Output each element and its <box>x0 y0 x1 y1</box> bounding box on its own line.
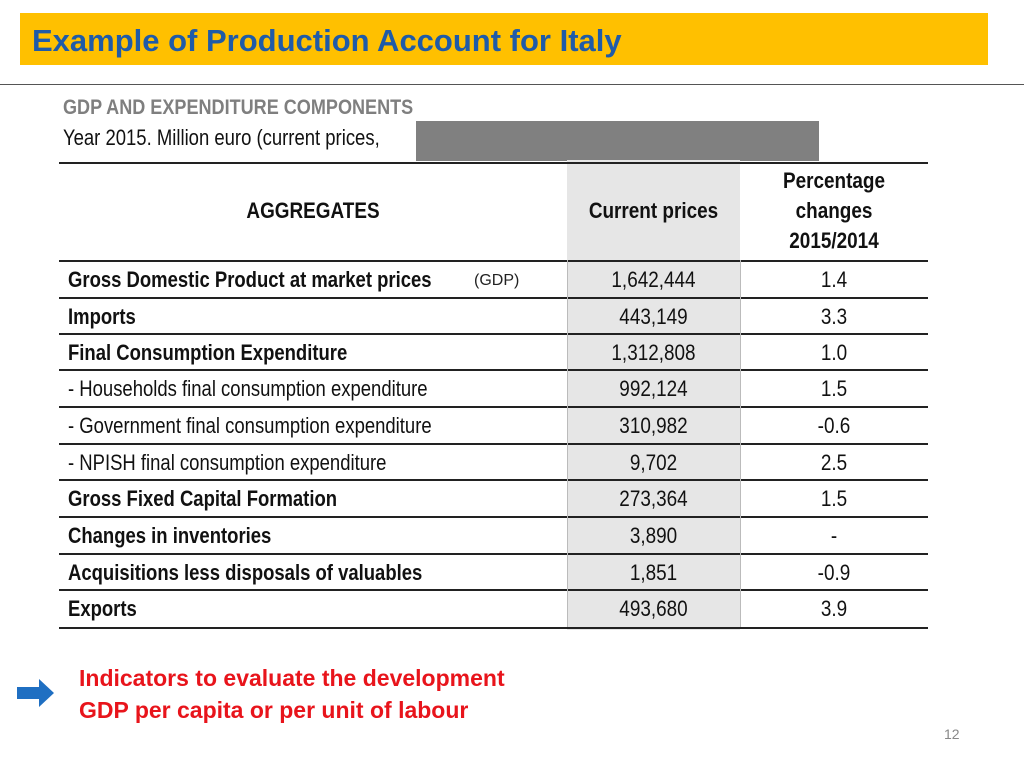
row-change: 3.3 <box>820 304 848 329</box>
row-change: 3.9 <box>820 596 848 621</box>
table-top-border <box>59 162 928 164</box>
row-label: Acquisitions less disposals of valuables <box>68 560 423 585</box>
page-number: 12 <box>944 726 960 742</box>
row-label: Final Consumption Expenditure <box>68 340 348 365</box>
table-row: - Households final consumption expenditu… <box>59 369 928 405</box>
row-change: 1.0 <box>820 340 848 365</box>
table-row: Changes in inventories 3,890 - <box>59 516 928 552</box>
table-row: Imports 443,149 3.3 <box>59 297 928 333</box>
row-change: - <box>830 523 838 548</box>
row-change: 1.4 <box>820 267 848 292</box>
row-label: - Government final consumption expenditu… <box>68 413 432 438</box>
table-row: Exports 493,680 3.9 <box>59 589 928 625</box>
header-current-prices: Current prices <box>588 198 719 223</box>
row-label: Exports <box>68 596 137 621</box>
table-row: Gross Domestic Product at market prices … <box>59 260 928 296</box>
current-prices-column-shade <box>567 160 740 630</box>
table-row: Gross Fixed Capital Formation 273,364 1.… <box>59 479 928 515</box>
row-change: 1.5 <box>820 376 848 401</box>
row-value: 273,364 <box>619 486 688 511</box>
gdp-abbreviation-note: (GDP) <box>474 272 520 289</box>
header-pct-line3: 2015/2014 <box>789 228 879 253</box>
table-row: - NPISH final consumption expenditure 9,… <box>59 443 928 479</box>
row-change: -0.9 <box>817 560 851 585</box>
right-arrow-icon <box>17 679 54 707</box>
table-row: - Government final consumption expenditu… <box>59 406 928 442</box>
divider-line <box>0 84 1024 85</box>
row-label: Imports <box>68 304 136 329</box>
row-label: Gross Fixed Capital Formation <box>68 486 338 511</box>
row-value: 3,890 <box>629 523 678 548</box>
redacted-block <box>416 121 819 161</box>
row-label: Gross Domestic Product at market prices <box>68 267 432 292</box>
row-value: 310,982 <box>619 413 688 438</box>
row-value: 1,312,808 <box>611 340 696 365</box>
table-row: Final Consumption Expenditure 1,312,808 … <box>59 333 928 369</box>
row-label: - NPISH final consumption expenditure <box>68 450 387 475</box>
row-value: 9,702 <box>629 450 678 475</box>
header-aggregates: AGGREGATES <box>246 198 380 223</box>
row-value: 1,642,444 <box>611 267 696 292</box>
row-change: 2.5 <box>820 450 848 475</box>
row-value: 1,851 <box>629 560 678 585</box>
row-label: - Households final consumption expenditu… <box>68 376 428 401</box>
header-percentage-changes: Percentage changes 2015/2014 <box>753 166 915 256</box>
table-bottom-border <box>59 627 928 629</box>
header-pct-line1: Percentage <box>782 168 886 193</box>
indicator-line-1: Indicators to evaluate the development <box>79 665 505 691</box>
row-change: 1.5 <box>820 486 848 511</box>
table-row: Acquisitions less disposals of valuables… <box>59 553 928 589</box>
column-divider <box>740 260 741 628</box>
table-heading: GDP AND EXPENDITURE COMPONENTS <box>63 96 414 119</box>
row-label: Changes in inventories <box>68 523 272 548</box>
row-value: 493,680 <box>619 596 688 621</box>
row-change: -0.6 <box>817 413 851 438</box>
slide-title: Example of Production Account for Italy <box>32 23 622 58</box>
row-value: 443,149 <box>619 304 688 329</box>
indicator-line-2: GDP per capita or per unit of labour <box>79 697 469 723</box>
column-divider <box>567 260 568 628</box>
table-subheading: Year 2015. Million euro (current prices, <box>63 125 380 150</box>
gdp-table: AGGREGATES Current prices Percentage cha… <box>59 160 928 630</box>
row-value: 992,124 <box>619 376 688 401</box>
title-bar: Example of Production Account for Italy <box>20 13 988 65</box>
header-pct-line2: changes <box>795 198 873 223</box>
